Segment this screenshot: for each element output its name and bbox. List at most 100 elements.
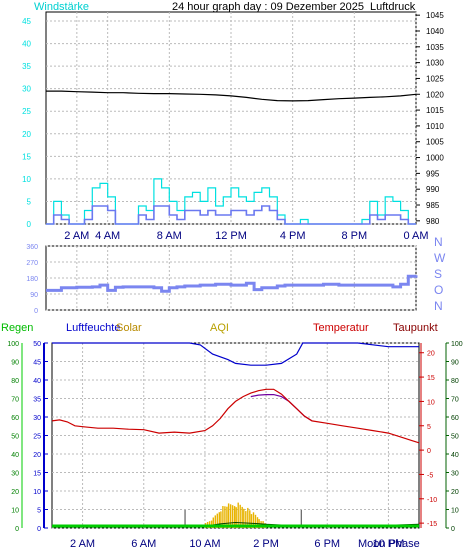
wind-speed-axis: 0 5 10 15 20 25 30 35 40 45 bbox=[22, 17, 31, 229]
solar-bar bbox=[220, 511, 222, 528]
direction-tick-label: 180 bbox=[26, 276, 38, 283]
solar-bar bbox=[241, 506, 243, 528]
humidity-tick-label: 50 bbox=[33, 341, 41, 348]
wind-pressure-grid bbox=[46, 12, 417, 225]
rain-tick-label: 80 bbox=[11, 378, 19, 385]
right-axis-tick-label: 50 bbox=[451, 434, 459, 441]
legend-dewpoint: Taupunkt bbox=[393, 322, 438, 334]
humidity-tick-label: 40 bbox=[33, 378, 41, 385]
wind-tick-label: 15 bbox=[22, 152, 31, 161]
legend-aqi: AQI bbox=[210, 322, 229, 334]
temperature-tick-label: 10 bbox=[427, 399, 435, 406]
right-axis-tick-label: 100 bbox=[451, 341, 463, 348]
wind-tick-label: 45 bbox=[22, 17, 31, 26]
pressure-axis-title: Luftdruck bbox=[370, 1, 416, 13]
pressure-tick-label: 985 bbox=[426, 201, 440, 210]
legend-humidity: Luftfeuchte bbox=[66, 322, 120, 334]
rain-tick-label: 60 bbox=[11, 415, 19, 422]
wind-average-series bbox=[46, 205, 416, 225]
pressure-tick-label: 990 bbox=[426, 185, 440, 194]
right-axis-tick-label: 40 bbox=[451, 452, 459, 459]
temperature-axis: -15 -10 -5 0 5 10 15 20 bbox=[419, 343, 437, 528]
humidity-tick-label: 10 bbox=[33, 489, 41, 496]
time-tick-label: 12 PM bbox=[215, 230, 247, 242]
pressure-tick-label: 1040 bbox=[426, 27, 444, 36]
solar-bar bbox=[250, 514, 253, 528]
wind-tick-label: 0 bbox=[27, 220, 32, 229]
time-tick-label: 8 AM bbox=[157, 230, 182, 242]
direction-tick-label: 360 bbox=[26, 244, 38, 251]
right-axis-tick-label: 60 bbox=[451, 415, 459, 422]
time-tick-label: 4 AM bbox=[95, 230, 120, 242]
rain-tick-label: 50 bbox=[11, 434, 19, 441]
compass-label: N bbox=[434, 235, 443, 249]
time-tick-label: 0 AM bbox=[403, 230, 428, 242]
time-tick-label: 6 PM bbox=[314, 538, 340, 550]
temperature-tick-label: -10 bbox=[427, 497, 437, 504]
time-tick-label: 2 AM bbox=[64, 230, 89, 242]
pressure-tick-label: 1015 bbox=[426, 106, 444, 115]
compass-label: W bbox=[434, 251, 446, 265]
solar-bar bbox=[212, 517, 214, 528]
solar-bar bbox=[231, 505, 234, 528]
humidity-tick-label: 35 bbox=[33, 397, 41, 404]
wind-tick-label: 35 bbox=[22, 62, 31, 71]
compass-label: O bbox=[434, 283, 443, 297]
right-axis-tick-label: 80 bbox=[451, 378, 459, 385]
time-tick-label: 10 AM bbox=[189, 538, 220, 550]
pressure-tick-label: 1000 bbox=[426, 154, 444, 163]
direction-tick-label: 270 bbox=[26, 260, 38, 267]
wind-tick-label: 25 bbox=[22, 107, 31, 116]
solar-bar bbox=[252, 512, 255, 528]
pressure-tick-label: 1025 bbox=[426, 74, 444, 83]
humidity-tick-label: 30 bbox=[33, 415, 41, 422]
wind-tick-label: 30 bbox=[22, 85, 31, 94]
solar-bar bbox=[227, 503, 230, 528]
weather-plot-area bbox=[51, 342, 420, 529]
time-tick-label: 8 PM bbox=[341, 230, 367, 242]
wind-direction-series bbox=[46, 274, 418, 293]
rain-tick-label: 20 bbox=[11, 489, 19, 496]
pressure-tick-label: 1005 bbox=[426, 138, 444, 147]
solar-bar bbox=[245, 511, 247, 528]
wind-direction-grid bbox=[46, 245, 417, 311]
legend-rain: Regen bbox=[1, 322, 33, 334]
solar-bar bbox=[237, 502, 239, 528]
humidity-tick-label: 25 bbox=[33, 434, 41, 441]
pressure-axis: 980 985 990 995 1000 1005 1010 1015 1020 1025 1030… bbox=[416, 11, 444, 226]
temperature-tick-label: 0 bbox=[427, 448, 431, 455]
time-tick-label: 2 PM bbox=[253, 538, 279, 550]
right-axis-tick-label: 30 bbox=[451, 471, 459, 478]
solar-bar bbox=[226, 506, 228, 528]
right-axis-tick-label: 0 bbox=[451, 526, 455, 533]
solar-bar bbox=[239, 504, 241, 528]
wind-pressure-time-axis: 2 AM 4 AM 8 AM 12 PM 4 PM 8 PM 0 AM bbox=[64, 230, 428, 242]
solar-bar bbox=[243, 508, 245, 528]
rain-tick-label: 30 bbox=[11, 471, 19, 478]
time-tick-label: 6 AM bbox=[131, 538, 156, 550]
solar-bar bbox=[216, 513, 218, 528]
right-percent-axis: 0 10 20 30 40 50 60 70 80 90 100 bbox=[445, 341, 463, 533]
graph-title: 24 hour graph day : 09 Dezember 2025 bbox=[172, 1, 364, 13]
pressure-tick-label: 1035 bbox=[426, 43, 444, 52]
pressure-series bbox=[46, 90, 417, 102]
moon-phase-label: Moon Phase bbox=[358, 538, 420, 550]
solar-bar bbox=[249, 510, 251, 528]
temperature-tick-label: -5 bbox=[427, 472, 433, 479]
time-tick-label: 2 AM bbox=[70, 538, 95, 550]
legend-temperature: Temperatur bbox=[313, 322, 369, 334]
pressure-tick-label: 995 bbox=[426, 169, 440, 178]
solar-bar bbox=[256, 517, 259, 528]
solar-bar bbox=[210, 520, 213, 528]
rain-tick-label: 70 bbox=[11, 397, 19, 404]
solar-bar bbox=[214, 515, 216, 528]
right-axis-tick-label: 10 bbox=[451, 508, 459, 515]
right-axis-tick-label: 20 bbox=[451, 489, 459, 496]
rain-tick-label: 0 bbox=[15, 526, 19, 533]
wind-tick-label: 5 bbox=[27, 197, 32, 206]
solar-bar bbox=[233, 506, 236, 528]
